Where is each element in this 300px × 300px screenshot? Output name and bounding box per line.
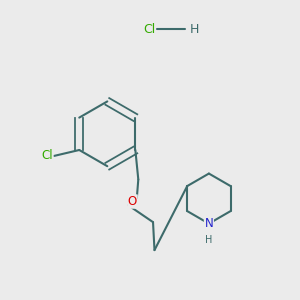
Text: Cl: Cl — [41, 149, 53, 162]
Text: H: H — [205, 235, 213, 245]
Text: H: H — [190, 23, 199, 36]
Text: N: N — [205, 217, 213, 230]
Text: O: O — [128, 195, 137, 208]
Text: Cl: Cl — [144, 23, 156, 36]
